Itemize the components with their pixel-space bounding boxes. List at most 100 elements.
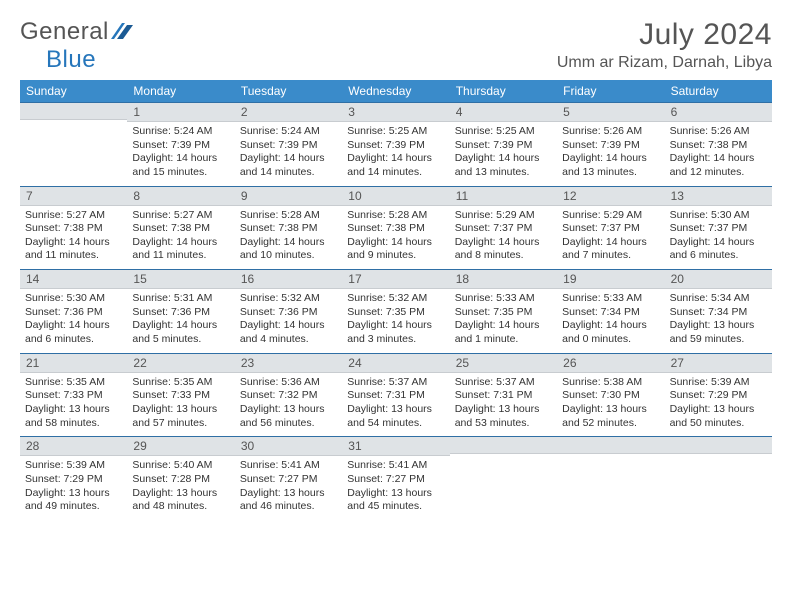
daylight-line: Daylight: 14 hours and 7 minutes. (562, 236, 659, 263)
day-cell: 25Sunrise: 5:37 AMSunset: 7:31 PMDayligh… (450, 353, 557, 437)
sunset-label: Sunset: (455, 389, 494, 401)
sunrise-value: 5:37 AM (389, 376, 428, 388)
sunrise-label: Sunrise: (25, 376, 66, 388)
sunrise-line: Sunrise: 5:26 AM (562, 125, 659, 139)
daylight-label: Daylight: (240, 319, 284, 331)
sunset-label: Sunset: (132, 473, 171, 485)
sunset-value: 7:37 PM (493, 222, 532, 234)
week-row: 21Sunrise: 5:35 AMSunset: 7:33 PMDayligh… (20, 353, 772, 437)
sunrise-label: Sunrise: (132, 376, 173, 388)
sunset-value: 7:31 PM (493, 389, 532, 401)
day-content: Sunrise: 5:39 AMSunset: 7:29 PMDaylight:… (20, 456, 127, 520)
sunrise-line: Sunrise: 5:33 AM (562, 292, 659, 306)
day-header: Monday (127, 80, 234, 102)
sunset-label: Sunset: (347, 306, 386, 318)
sunset-value: 7:28 PM (171, 473, 210, 485)
day-content: Sunrise: 5:25 AMSunset: 7:39 PMDaylight:… (450, 122, 557, 186)
sunrise-value: 5:25 AM (389, 125, 428, 137)
sunset-line: Sunset: 7:35 PM (347, 306, 444, 320)
sunrise-line: Sunrise: 5:33 AM (455, 292, 552, 306)
sunset-value: 7:39 PM (386, 139, 425, 151)
day-cell: 5Sunrise: 5:26 AMSunset: 7:39 PMDaylight… (557, 102, 664, 186)
sunrise-line: Sunrise: 5:39 AM (25, 459, 122, 473)
day-cell: 9Sunrise: 5:28 AMSunset: 7:38 PMDaylight… (235, 186, 342, 270)
daylight-line: Daylight: 13 hours and 58 minutes. (25, 403, 122, 430)
sunset-value: 7:36 PM (171, 306, 210, 318)
sunrise-value: 5:40 AM (174, 459, 213, 471)
daylight-line: Daylight: 14 hours and 8 minutes. (455, 236, 552, 263)
sunrise-label: Sunrise: (670, 125, 711, 137)
day-content: Sunrise: 5:38 AMSunset: 7:30 PMDaylight:… (557, 373, 664, 437)
sunrise-line: Sunrise: 5:32 AM (347, 292, 444, 306)
daylight-label: Daylight: (455, 236, 499, 248)
sunrise-label: Sunrise: (132, 209, 173, 221)
week-row: 14Sunrise: 5:30 AMSunset: 7:36 PMDayligh… (20, 269, 772, 353)
sunset-line: Sunset: 7:36 PM (25, 306, 122, 320)
daylight-label: Daylight: (670, 152, 714, 164)
day-number: 25 (450, 353, 557, 373)
page-header: GeneralBlue July 2024 Umm ar Rizam, Darn… (20, 18, 772, 74)
sunset-label: Sunset: (132, 139, 171, 151)
sunrise-label: Sunrise: (347, 209, 388, 221)
sunset-label: Sunset: (347, 473, 386, 485)
day-content: Sunrise: 5:39 AMSunset: 7:29 PMDaylight:… (665, 373, 772, 437)
sunset-value: 7:29 PM (64, 473, 103, 485)
sunset-label: Sunset: (25, 473, 64, 485)
sunrise-label: Sunrise: (132, 459, 173, 471)
sunrise-value: 5:30 AM (66, 292, 105, 304)
sunset-line: Sunset: 7:31 PM (455, 389, 552, 403)
sunset-label: Sunset: (670, 389, 709, 401)
sunset-label: Sunset: (670, 222, 709, 234)
sunrise-label: Sunrise: (132, 125, 173, 137)
daylight-label: Daylight: (347, 152, 391, 164)
sunrise-label: Sunrise: (455, 209, 496, 221)
day-number: 28 (20, 436, 127, 456)
sunset-line: Sunset: 7:28 PM (132, 473, 229, 487)
day-number: 23 (235, 353, 342, 373)
sunset-value: 7:38 PM (278, 222, 317, 234)
sunset-line: Sunset: 7:32 PM (240, 389, 337, 403)
sunrise-value: 5:29 AM (604, 209, 643, 221)
sunrise-line: Sunrise: 5:24 AM (240, 125, 337, 139)
day-content: Sunrise: 5:33 AMSunset: 7:35 PMDaylight:… (450, 289, 557, 353)
day-content: Sunrise: 5:40 AMSunset: 7:28 PMDaylight:… (127, 456, 234, 520)
sunset-label: Sunset: (25, 222, 64, 234)
day-cell: 11Sunrise: 5:29 AMSunset: 7:37 PMDayligh… (450, 186, 557, 270)
day-number: 17 (342, 269, 449, 289)
sunrise-value: 5:38 AM (604, 376, 643, 388)
sunset-line: Sunset: 7:30 PM (562, 389, 659, 403)
day-number (450, 436, 557, 454)
day-content: Sunrise: 5:24 AMSunset: 7:39 PMDaylight:… (235, 122, 342, 186)
sunset-label: Sunset: (25, 306, 64, 318)
sunrise-label: Sunrise: (25, 292, 66, 304)
sunset-label: Sunset: (670, 306, 709, 318)
sunset-line: Sunset: 7:29 PM (670, 389, 767, 403)
sunrise-line: Sunrise: 5:26 AM (670, 125, 767, 139)
sunset-line: Sunset: 7:39 PM (347, 139, 444, 153)
day-number: 21 (20, 353, 127, 373)
day-cell: 30Sunrise: 5:41 AMSunset: 7:27 PMDayligh… (235, 436, 342, 520)
day-number: 4 (450, 102, 557, 122)
sunrise-label: Sunrise: (562, 125, 603, 137)
sunset-line: Sunset: 7:38 PM (347, 222, 444, 236)
sunrise-value: 5:32 AM (281, 292, 320, 304)
sunset-label: Sunset: (240, 139, 279, 151)
month-title: July 2024 (557, 18, 772, 52)
sunrise-value: 5:25 AM (496, 125, 535, 137)
sunset-value: 7:38 PM (386, 222, 425, 234)
sunrise-line: Sunrise: 5:29 AM (455, 209, 552, 223)
day-cell: 7Sunrise: 5:27 AMSunset: 7:38 PMDaylight… (20, 186, 127, 270)
week-row: 28Sunrise: 5:39 AMSunset: 7:29 PMDayligh… (20, 436, 772, 520)
logo: GeneralBlue (20, 18, 133, 74)
day-cell: 29Sunrise: 5:40 AMSunset: 7:28 PMDayligh… (127, 436, 234, 520)
day-header: Thursday (450, 80, 557, 102)
sunset-value: 7:39 PM (601, 139, 640, 151)
daylight-line: Daylight: 14 hours and 3 minutes. (347, 319, 444, 346)
calendar: SundayMondayTuesdayWednesdayThursdayFrid… (20, 80, 772, 520)
day-number: 7 (20, 186, 127, 206)
daylight-label: Daylight: (240, 403, 284, 415)
sunrise-label: Sunrise: (240, 376, 281, 388)
sunrise-label: Sunrise: (25, 209, 66, 221)
daylight-label: Daylight: (132, 319, 176, 331)
daylight-label: Daylight: (670, 236, 714, 248)
